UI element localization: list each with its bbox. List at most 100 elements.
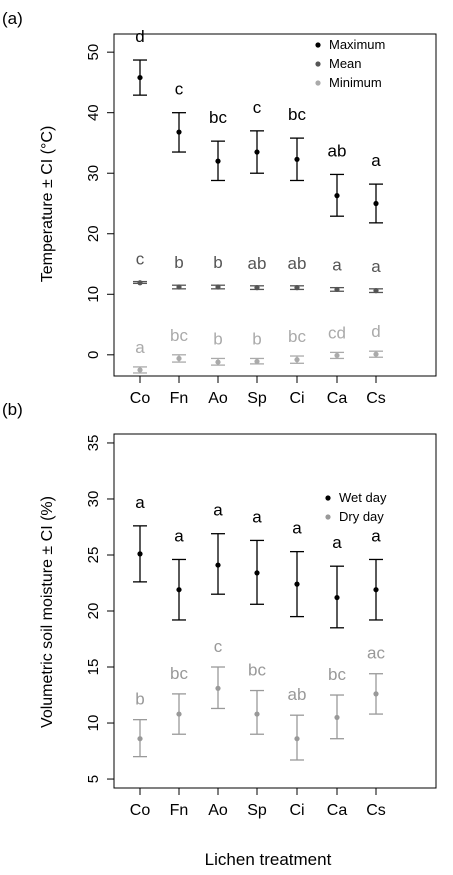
significance-letter: bc (248, 661, 266, 680)
x-tick-label: Fn (170, 802, 189, 819)
data-point (254, 358, 260, 365)
data-point (373, 691, 379, 697)
panel-b-label: (b) (2, 400, 23, 419)
significance-letter: a (371, 526, 381, 545)
data-point (373, 587, 379, 593)
significance-letter: c (175, 80, 184, 99)
data-point (176, 284, 182, 290)
data-point (176, 587, 182, 593)
significance-letter: cd (328, 323, 346, 342)
legend-marker (315, 80, 321, 86)
significance-letter: bc (209, 108, 227, 127)
significance-letter: b (135, 690, 144, 709)
data-point (215, 685, 221, 691)
legend-marker (325, 495, 331, 501)
significance-letter: b (252, 329, 261, 348)
data-point (294, 285, 300, 291)
significance-letter: ab (288, 685, 307, 704)
y-tick-label: 15 (85, 659, 102, 676)
significance-letter: d (135, 27, 144, 46)
significance-letter: bc (328, 665, 346, 684)
legend-marker (325, 514, 331, 520)
legend-entry: Maximum (329, 37, 385, 52)
panel-a-y-axis: 0 10 20 30 40 50 (85, 44, 114, 359)
significance-letter: a (174, 526, 184, 545)
data-point (254, 149, 260, 155)
x-tick-label: Ca (327, 390, 348, 407)
data-point (254, 711, 260, 717)
significance-letter: a (332, 256, 342, 275)
data-point (137, 74, 143, 81)
y-tick-label: 25 (85, 547, 102, 564)
data-point (215, 158, 221, 164)
panel-b-legend: Wet day Dry day (325, 490, 387, 524)
x-tick-label: Cs (366, 802, 386, 819)
y-tick-label: 40 (85, 104, 102, 121)
x-tick-label: Fn (170, 390, 189, 407)
significance-letter: ab (288, 254, 307, 273)
x-tick-label: Cs (366, 390, 386, 407)
significance-letter: a (332, 533, 342, 552)
y-tick-label: 10 (85, 715, 102, 732)
x-tick-label: Ci (289, 802, 304, 819)
data-point (176, 711, 182, 717)
data-point (334, 193, 340, 199)
y-tick-label: 30 (85, 165, 102, 182)
data-point (215, 562, 221, 568)
data-point (334, 594, 340, 601)
panel-b-soil-moisture: (b) Volumetric soil moisture ± CI (%) 5 1… (2, 400, 437, 819)
significance-letter: ab (328, 141, 347, 160)
data-point (176, 355, 182, 362)
data-point (137, 367, 143, 373)
data-point (334, 714, 340, 721)
y-tick-label: 35 (85, 435, 102, 452)
data-point (294, 736, 300, 742)
significance-letter: bc (170, 664, 188, 683)
x-tick-label: Co (130, 390, 151, 407)
x-tick-label: Ci (289, 390, 304, 407)
significance-letter: a (135, 493, 145, 512)
y-tick-label: 50 (85, 44, 102, 61)
panel-a-marks: d c bc c bc ab a c b b ab ab a a a bc b b bc cd d (133, 27, 383, 374)
y-tick-label: 5 (85, 775, 102, 783)
data-point (137, 280, 143, 286)
significance-letter: c (214, 637, 223, 656)
data-point (334, 286, 340, 293)
x-tick-label: Ao (208, 390, 228, 407)
panel-a-label: (a) (2, 9, 23, 28)
panel-b-x-axis: Co Fn Ao Sp Ci Ca Cs (130, 788, 386, 819)
panel-a-x-axis: Co Fn Ao Sp Ci Ca Cs (130, 376, 386, 407)
legend-entry: Mean (329, 56, 362, 71)
significance-letter: a (135, 338, 145, 357)
data-point (254, 285, 260, 291)
panel-a-legend: Maximum Mean Minimum (315, 37, 385, 90)
legend-entry: Dry day (339, 509, 384, 524)
significance-letter: c (136, 250, 145, 269)
legend-entry: Wet day (339, 490, 387, 505)
y-tick-label: 20 (85, 225, 102, 242)
y-tick-label: 30 (85, 491, 102, 508)
significance-letter: a (371, 257, 381, 276)
significance-letter: bc (288, 327, 306, 346)
data-point (373, 288, 379, 294)
data-point (373, 200, 379, 207)
data-point (215, 284, 221, 290)
significance-letter: a (252, 507, 262, 526)
significance-letter: d (371, 322, 380, 341)
significance-letter: bc (170, 326, 188, 345)
data-point (373, 351, 379, 357)
data-point (294, 581, 300, 587)
x-axis-title: Lichen treatment (205, 850, 332, 869)
data-point (137, 736, 143, 742)
significance-letter: a (371, 151, 381, 170)
data-point (215, 359, 221, 365)
x-tick-label: Sp (247, 390, 267, 407)
significance-letter: c (253, 98, 262, 117)
data-point (294, 156, 300, 162)
data-point (254, 570, 260, 576)
significance-letter: b (174, 253, 183, 272)
data-point (176, 129, 182, 135)
data-point (334, 352, 340, 359)
